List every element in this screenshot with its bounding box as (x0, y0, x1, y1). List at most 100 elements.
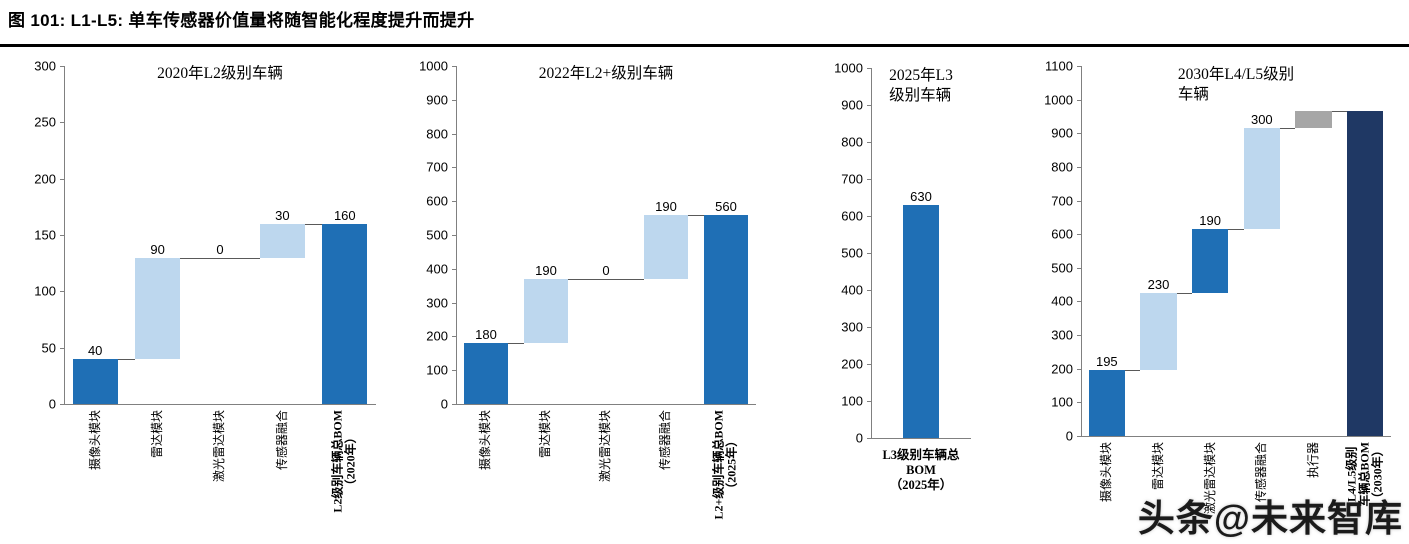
y-tick-mark (452, 404, 456, 405)
y-tick-mark (60, 347, 64, 349)
waterfall-connector (1176, 293, 1193, 295)
y-tick-mark (867, 179, 871, 180)
waterfall-connector (117, 358, 136, 360)
y-tick-label: 500 (1051, 260, 1073, 276)
charts-row: 2020年L2级别车辆 0 50 100 150 200 250 300 40 摄像头模块 90 雷达… (0, 50, 1409, 544)
y-tick-mark (867, 142, 871, 143)
chart-title-text: 2020年L2级别车辆 (157, 65, 283, 82)
y-tick-mark (452, 167, 456, 169)
y-tick-label: 400 (426, 261, 448, 277)
bar-total (903, 204, 939, 438)
x-category-label: 传感器融合 (658, 410, 673, 471)
y-tick-label: 600 (1051, 226, 1073, 242)
x-axis-line (871, 438, 971, 439)
x-category-label: 执行器 (1306, 442, 1320, 479)
waterfall-connector (1124, 370, 1141, 372)
value-label: 180 (475, 327, 497, 343)
y-tick-label: 100 (841, 393, 863, 409)
y-tick-label: 1000 (1044, 92, 1073, 108)
y-tick-label: 200 (426, 328, 448, 344)
chart-title-text: 2025年L3 级别车辆 (889, 67, 953, 104)
y-tick-mark (452, 235, 456, 236)
y-axis-line (871, 68, 872, 438)
chart-title-text: 2022年L2+级别车辆 (538, 65, 674, 82)
watermark: 头条@未来智库 (1137, 498, 1403, 539)
y-tick-label: 500 (841, 245, 863, 261)
y-tick-label: 900 (841, 97, 863, 113)
y-tick-label: 1100 (1045, 58, 1073, 74)
value-label: 40 (87, 342, 103, 358)
y-tick-mark (1077, 436, 1081, 437)
y-tick-mark (60, 235, 64, 236)
x-category-label: 激光雷达模块 (212, 410, 227, 483)
y-tick-label: 900 (1051, 125, 1073, 141)
y-tick-label: 700 (1051, 193, 1073, 209)
x-category-label: 雷达模块 (1151, 442, 1165, 491)
waterfall-connector (567, 278, 585, 280)
value-label: 30 (275, 207, 290, 223)
y-tick-label: 300 (841, 319, 863, 335)
x-category-label: 摄像头模块 (87, 410, 102, 471)
chart-title: 2025年L3 级别车辆 (871, 66, 971, 106)
x-category-label: 雷达模块 (538, 410, 553, 459)
y-tick-label: 600 (426, 193, 448, 209)
y-tick-label: 0 (440, 396, 448, 412)
x-category-label: L2+级别车辆总BOM （2025年） (712, 410, 739, 520)
y-tick-label: 1000 (419, 58, 448, 74)
x-category-label: 传感器融合 (274, 410, 289, 471)
y-tick-label: 600 (841, 208, 863, 224)
value-label: 190 (1199, 213, 1222, 229)
y-tick-label: 1000 (834, 60, 863, 76)
value-label: 230 (1147, 277, 1170, 293)
x-category-label: 摄像头模块 (478, 410, 493, 471)
y-tick-label: 300 (1051, 327, 1073, 343)
y-tick-mark (867, 401, 871, 402)
y-tick-mark (60, 291, 64, 293)
bar-segment (1243, 128, 1280, 230)
y-tick-mark (867, 253, 871, 254)
chart-title: 2022年L2+级别车辆 (456, 64, 756, 84)
y-tick-label: 900 (426, 92, 448, 108)
y-tick-mark (60, 404, 64, 405)
waterfall-connector (1228, 229, 1244, 231)
y-tick-mark (452, 268, 456, 270)
waterfall-connector (627, 278, 645, 280)
y-axis-line (64, 66, 65, 404)
x-axis-line (456, 404, 756, 405)
value-label: 0 (216, 241, 224, 257)
waterfall-connector (180, 257, 198, 259)
y-tick-label: 300 (426, 295, 448, 311)
y-tick-mark (452, 336, 456, 338)
x-category-label: 摄像头模块 (1099, 442, 1114, 503)
value-label: 190 (655, 198, 677, 214)
waterfall-connector (584, 278, 628, 280)
x-category-label: L3级别车辆总 BOM （2025年） (882, 448, 960, 492)
y-tick-mark (867, 68, 871, 69)
y-tick-label: 800 (1051, 159, 1073, 175)
y-tick-label: 700 (426, 159, 448, 175)
waterfall-connector (687, 214, 705, 216)
value-label: 560 (715, 198, 737, 214)
chart-title: 2020年L2级别车辆 (64, 64, 376, 84)
chart-2022-l2plus: 2022年L2+级别车辆 0 100 200 300 400 500 600 700 800 900… (392, 50, 776, 544)
y-tick-mark (452, 66, 456, 67)
y-tick-mark (1077, 66, 1081, 67)
bar-segment (135, 257, 181, 359)
chart-title-text: 2030年L4/L5级别 车辆 (1177, 66, 1295, 103)
waterfall-connector (304, 223, 323, 225)
waterfall-connector (197, 257, 243, 259)
y-tick-label: 100 (34, 283, 56, 299)
y-tick-mark (60, 66, 64, 67)
y-tick-label: 0 (855, 430, 863, 446)
y-tick-mark (452, 133, 456, 135)
y-tick-label: 0 (1065, 428, 1073, 444)
y-tick-mark (1077, 301, 1081, 303)
value-label: 300 (1250, 112, 1273, 128)
bar-segment (259, 223, 305, 258)
bar-total (1347, 111, 1384, 436)
y-tick-label: 0 (48, 396, 56, 412)
y-tick-mark (867, 327, 871, 328)
figure-header: 图 101: L1-L5: 单车传感器价值量将随智能化程度提升而提升 (0, 0, 1409, 47)
value-label: 195 (1095, 354, 1118, 370)
y-tick-label: 800 (426, 126, 448, 142)
